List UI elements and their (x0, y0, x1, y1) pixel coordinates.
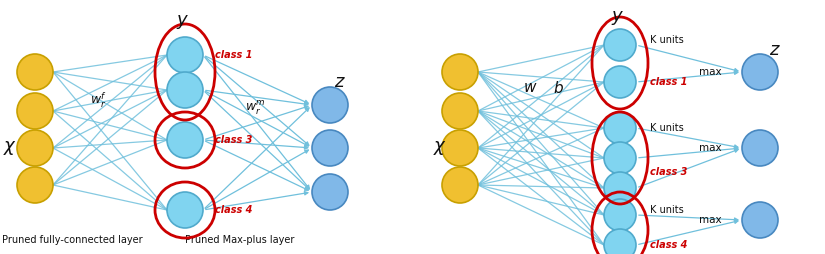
Text: $y$: $y$ (177, 13, 190, 31)
Text: class 3: class 3 (215, 135, 252, 145)
Text: $z$: $z$ (769, 41, 781, 59)
Text: class 1: class 1 (215, 50, 252, 60)
Text: max: max (699, 67, 721, 77)
Circle shape (604, 229, 636, 254)
Circle shape (604, 112, 636, 144)
Circle shape (604, 142, 636, 174)
Text: $w$: $w$ (523, 81, 537, 96)
Text: Pruned fully-connected layer: Pruned fully-connected layer (2, 235, 143, 245)
Circle shape (604, 199, 636, 231)
Text: K units: K units (650, 35, 684, 45)
Text: $w_r^f$: $w_r^f$ (89, 90, 106, 110)
Circle shape (312, 130, 348, 166)
Circle shape (742, 54, 778, 90)
Text: $y$: $y$ (611, 9, 625, 27)
Circle shape (167, 72, 203, 108)
Text: $w_r^m$: $w_r^m$ (245, 99, 266, 117)
Text: $\chi$: $\chi$ (433, 139, 447, 157)
Circle shape (604, 66, 636, 98)
Text: K units: K units (650, 123, 684, 133)
Text: $b$: $b$ (553, 80, 563, 96)
Circle shape (167, 192, 203, 228)
Text: Pruned Max-plus layer: Pruned Max-plus layer (185, 235, 295, 245)
Text: class 1: class 1 (650, 77, 687, 87)
Circle shape (17, 130, 53, 166)
Circle shape (742, 202, 778, 238)
Circle shape (442, 54, 478, 90)
Text: $z$: $z$ (334, 73, 346, 91)
Circle shape (604, 29, 636, 61)
Circle shape (742, 130, 778, 166)
Circle shape (17, 93, 53, 129)
Circle shape (442, 130, 478, 166)
Text: $\chi$: $\chi$ (3, 139, 17, 157)
Circle shape (167, 37, 203, 73)
Circle shape (17, 54, 53, 90)
Text: max: max (699, 215, 721, 225)
Circle shape (167, 122, 203, 158)
Circle shape (604, 172, 636, 204)
Circle shape (312, 174, 348, 210)
Circle shape (312, 87, 348, 123)
Text: class 3: class 3 (650, 167, 687, 177)
Text: K units: K units (650, 205, 684, 215)
Circle shape (442, 167, 478, 203)
Circle shape (17, 167, 53, 203)
Text: class 4: class 4 (215, 205, 252, 215)
Text: max: max (699, 143, 721, 153)
Circle shape (442, 93, 478, 129)
Text: class 4: class 4 (650, 240, 687, 250)
